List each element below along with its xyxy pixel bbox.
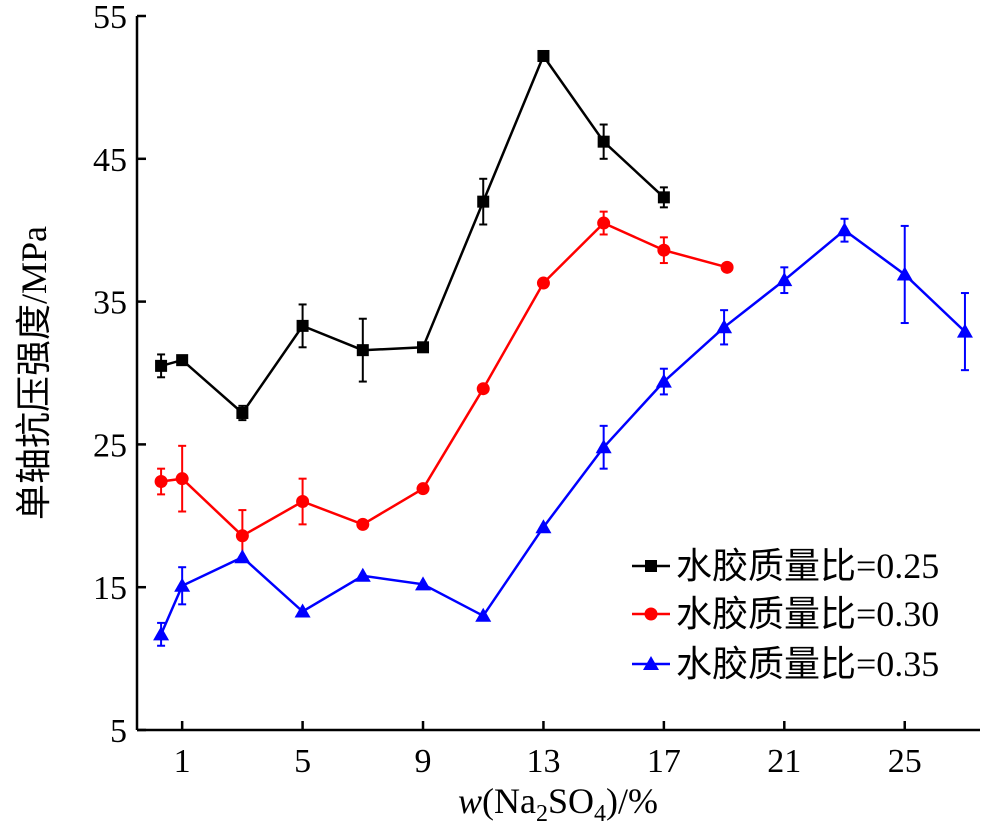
data-point xyxy=(236,406,249,419)
y-tick-label: 35 xyxy=(93,285,127,322)
data-point xyxy=(356,344,369,357)
data-point xyxy=(175,472,189,486)
x-tick-label: 5 xyxy=(294,743,311,780)
y-tick-label: 5 xyxy=(110,713,127,750)
data-point xyxy=(655,373,672,388)
data-point xyxy=(417,341,430,354)
data-point xyxy=(174,577,191,592)
data-point xyxy=(657,243,671,257)
x-ticks: 1 5 9 13 17 21 25 xyxy=(174,721,922,780)
legend-label-2: 水胶质量比=0.35 xyxy=(676,644,939,684)
x-tick-label: 21 xyxy=(767,743,801,780)
data-point xyxy=(176,354,189,367)
series-2 xyxy=(153,217,973,647)
x-tick-label: 1 xyxy=(174,743,191,780)
data-point xyxy=(415,576,432,591)
x-tick-label: 13 xyxy=(526,743,560,780)
legend: 水胶质量比=0.25 水胶质量比=0.30 水胶质量比=0.35 xyxy=(632,546,939,684)
y-tick-label: 55 xyxy=(93,0,127,36)
data-point xyxy=(657,191,670,204)
x-tick-label: 9 xyxy=(415,743,432,780)
x-axis-title-var: w xyxy=(458,781,482,821)
x-axis-title-sub2: 4 xyxy=(594,801,606,827)
data-point xyxy=(776,272,793,287)
x-axis-title-sub1: 2 xyxy=(536,801,548,827)
data-point xyxy=(476,382,490,396)
data-point xyxy=(716,319,733,334)
series-1 xyxy=(154,210,734,563)
data-point xyxy=(294,603,311,618)
legend-label-1: 水胶质量比=0.30 xyxy=(676,594,939,634)
data-point xyxy=(354,567,371,582)
y-tick-label: 25 xyxy=(93,427,127,464)
x-axis-title: w(Na2SO4)/% xyxy=(458,781,658,827)
data-point xyxy=(234,549,251,564)
series-line xyxy=(160,53,665,415)
legend-item: 水胶质量比=0.35 xyxy=(632,644,939,684)
y-ticks: 5 15 25 35 45 55 xyxy=(93,0,146,750)
data-point xyxy=(535,519,552,534)
data-point xyxy=(956,323,973,338)
y-axis-title: 单轴抗压强度/MPa xyxy=(14,226,54,520)
legend-item: 水胶质量比=0.30 xyxy=(632,594,939,634)
series-0 xyxy=(155,49,670,422)
data-point xyxy=(537,49,550,62)
series-line xyxy=(160,221,728,538)
data-point xyxy=(475,607,492,622)
legend-marker-0 xyxy=(645,560,657,572)
legend-marker-2 xyxy=(643,656,659,670)
x-axis-title-mid: SO xyxy=(548,781,594,821)
data-point xyxy=(155,359,168,372)
data-point xyxy=(296,495,310,509)
x-tick-label: 25 xyxy=(888,743,922,780)
data-point xyxy=(597,216,611,230)
legend-item: 水胶质量比=0.25 xyxy=(632,546,939,586)
plot-area xyxy=(135,16,980,732)
x-tick-label: 17 xyxy=(647,743,681,780)
data-point xyxy=(356,517,370,531)
data-point xyxy=(595,439,612,454)
data-point xyxy=(720,260,734,274)
x-axis-title-post: )/% xyxy=(606,781,658,821)
legend-marker-1 xyxy=(644,607,658,621)
data-point xyxy=(597,135,610,148)
data-point xyxy=(154,475,168,489)
data-point xyxy=(296,319,309,332)
data-point xyxy=(477,195,490,208)
data-point xyxy=(896,266,913,281)
y-tick-label: 15 xyxy=(93,570,127,607)
data-point xyxy=(836,222,853,237)
data-point xyxy=(235,529,249,543)
y-tick-label: 45 xyxy=(93,142,127,179)
x-axis-title-pre: (Na xyxy=(482,781,536,821)
data-point xyxy=(536,276,550,290)
data-point xyxy=(416,482,430,496)
series-layer xyxy=(153,49,973,647)
legend-label-0: 水胶质量比=0.25 xyxy=(676,546,939,586)
data-point xyxy=(153,626,170,641)
